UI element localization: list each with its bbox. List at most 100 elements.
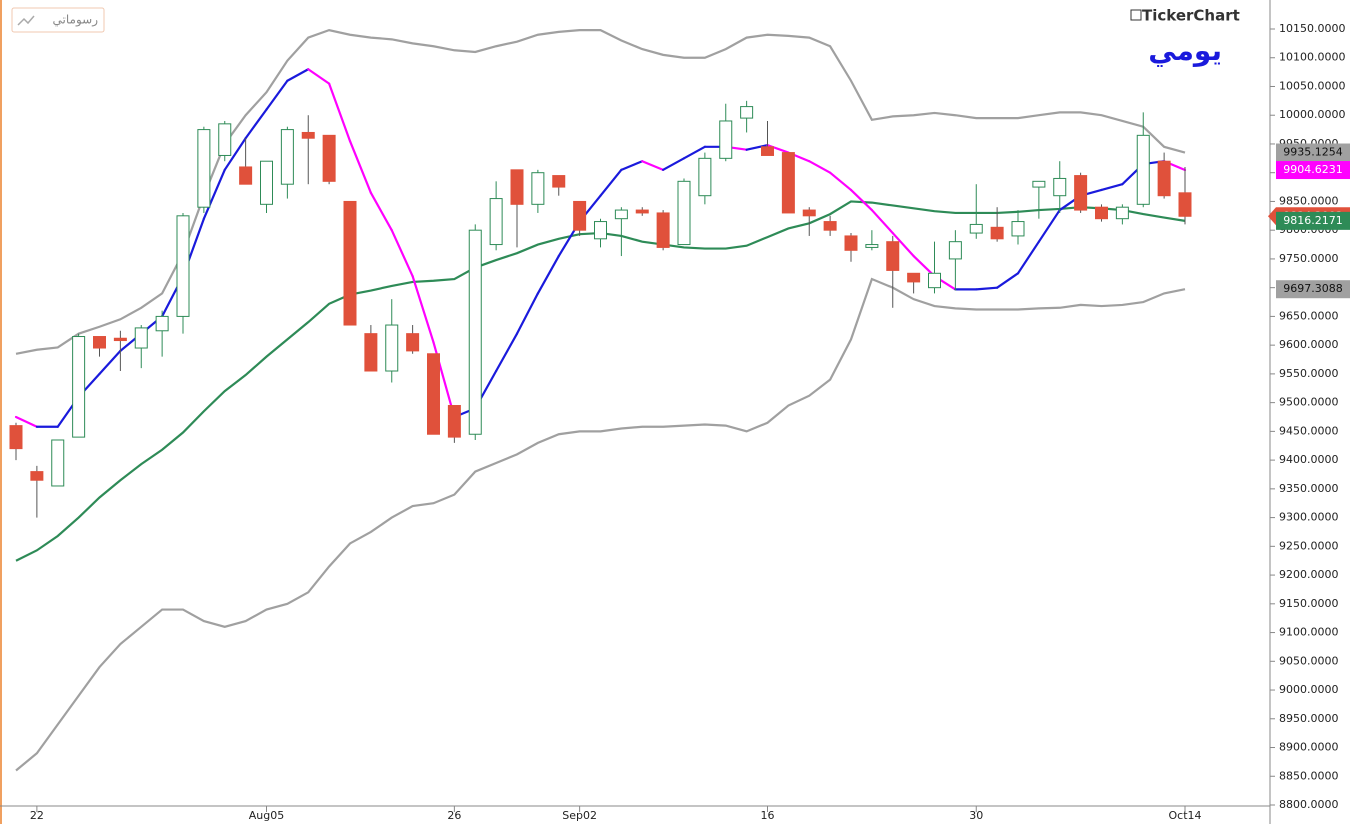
x-tick-label: 30 [969, 809, 983, 822]
candle-body [1157, 160, 1171, 197]
candle-body [740, 106, 754, 119]
y-tick-label: 9450.0000 [1279, 424, 1339, 437]
x-tick-label: Sep02 [562, 809, 597, 822]
indicator-segment [870, 208, 894, 235]
candle-body [9, 425, 23, 450]
value-tag-label: 9904.6231 [1283, 163, 1343, 176]
candle-body [1011, 221, 1025, 237]
y-tick-label: 9350.0000 [1279, 482, 1339, 495]
candle-body [761, 146, 774, 156]
indicator-segment [223, 137, 247, 171]
candle-body [197, 129, 211, 208]
value-tag-label: 9816.2171 [1283, 214, 1343, 227]
y-tick-label: 9850.0000 [1279, 194, 1339, 207]
y-tick-label: 9250.0000 [1279, 539, 1339, 552]
candle-body [1115, 206, 1129, 220]
y-tick-label: 9200.0000 [1279, 568, 1339, 581]
candle-body [301, 131, 315, 139]
x-tick-label: 16 [761, 809, 775, 822]
indicator-segment [411, 275, 435, 344]
x-tick-label: Aug05 [249, 809, 284, 822]
x-tick-label: 22 [30, 809, 44, 822]
candle-body [343, 200, 357, 326]
button-frame[interactable] [11, 7, 105, 33]
candle-body [322, 134, 336, 182]
band-line [15, 277, 1186, 772]
y-tick-label: 9650.0000 [1279, 309, 1339, 322]
indicator-segment [996, 272, 1020, 289]
candle-body [552, 175, 566, 188]
candle-body [364, 333, 378, 372]
y-tick-label: 9500.0000 [1279, 396, 1339, 409]
button-icon [17, 15, 35, 26]
band-line [15, 29, 1186, 355]
indicator-segment [620, 160, 644, 171]
indicator-segment [390, 229, 414, 278]
indicator-segment [975, 286, 999, 291]
value-tag-label: 9697.3088 [1283, 282, 1343, 295]
candle-body [260, 160, 273, 205]
candle-body [531, 172, 545, 205]
y-tick-label: 8800.0000 [1279, 798, 1339, 811]
candle-body [280, 129, 294, 185]
y-tick-label: 10000.0000 [1279, 108, 1345, 121]
candle-body [468, 229, 482, 435]
candle-body [635, 209, 649, 214]
y-tick-label: 8900.0000 [1279, 741, 1339, 754]
indicator-segment [98, 349, 122, 375]
value-tag [1276, 280, 1350, 299]
candle-body [489, 198, 503, 246]
candle-body [886, 241, 900, 271]
indicator-segment [662, 157, 686, 171]
value-tag-label: 9935.1254 [1283, 146, 1343, 159]
candle-body [1032, 180, 1046, 188]
y-tick-label: 10050.0000 [1279, 79, 1345, 92]
button-label[interactable]: رسوماتي [53, 13, 99, 28]
y-tick-label: 8850.0000 [1279, 769, 1339, 782]
y-tick-label: 9600.0000 [1279, 338, 1339, 351]
candle-body [155, 315, 169, 332]
candle-body [134, 327, 148, 349]
y-tick-label: 9150.0000 [1279, 597, 1339, 610]
value-tag [1276, 161, 1350, 180]
candle-body [1074, 175, 1088, 211]
candle-body [385, 324, 399, 372]
candle-body [698, 157, 712, 197]
candle-body [1053, 177, 1067, 197]
indicator-segment [599, 168, 623, 197]
indicator-segment [202, 168, 226, 220]
indicator-segment [286, 68, 310, 82]
indicator-segment [348, 139, 372, 194]
period-label: يومي [1148, 34, 1222, 67]
drawings-button[interactable]: رسوماتي [11, 7, 105, 33]
candle-body [948, 241, 962, 260]
plot: 8800.0000 8850.0000 8900.0000 8950.0000 9000… [9, 22, 1350, 822]
logo-icon [1130, 9, 1142, 21]
y-tick-label: 10100.0000 [1279, 51, 1345, 64]
indicator-segment [745, 144, 769, 151]
candle-body [51, 439, 65, 487]
indicator-segment [495, 332, 519, 373]
candle-body [928, 272, 941, 289]
indicator-segment [328, 82, 352, 143]
candle-body [1136, 134, 1150, 205]
indicator-segment [307, 68, 331, 85]
candle-body [802, 209, 816, 217]
indicator-segment [849, 188, 873, 212]
indicator-segment [682, 145, 706, 160]
x-tick-label: Oct14 [1168, 809, 1201, 822]
y-tick-label: 8950.0000 [1279, 712, 1339, 725]
candle-body [865, 244, 879, 248]
candle-body [30, 471, 44, 481]
candle-body [176, 215, 190, 317]
candle-body [594, 221, 607, 240]
candle-body [427, 353, 440, 435]
candle-body [93, 336, 106, 349]
indicator-segment [1016, 240, 1040, 275]
candle-body [677, 180, 691, 246]
candle-body [239, 166, 253, 185]
candle-body [113, 337, 127, 342]
indicator-segment [536, 254, 560, 295]
indicator-segment [829, 171, 853, 192]
candle-body [1178, 192, 1192, 217]
